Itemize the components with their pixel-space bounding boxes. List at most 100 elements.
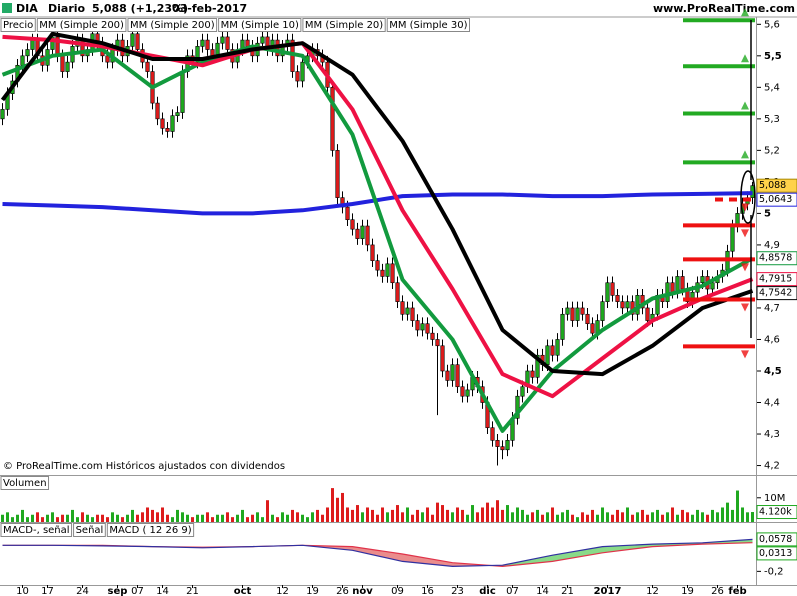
volume-bar	[421, 512, 424, 522]
x-tick-label: 12	[276, 586, 289, 596]
volume-bar	[61, 514, 64, 522]
annotation	[740, 20, 756, 338]
icon	[2, 3, 12, 13]
x-tick-label: oct	[234, 586, 252, 596]
volume-bar	[106, 517, 109, 522]
volume-bar	[56, 517, 59, 522]
volume-bar	[206, 512, 209, 522]
volume-bar	[321, 514, 324, 522]
volume-bar	[146, 507, 149, 522]
volume-bar	[501, 509, 504, 522]
legend-label: MM (Simple 10)	[221, 20, 299, 31]
volume-bar	[631, 514, 634, 522]
volume-bar	[511, 512, 514, 522]
x-tick-label: 21	[561, 586, 574, 596]
volume-bar	[606, 512, 609, 522]
footer: © ProRealTime.com Históricos ajustados c…	[3, 460, 285, 472]
volume-bar	[451, 512, 454, 522]
volume-bar	[371, 509, 374, 522]
volume-bar	[266, 500, 269, 522]
volume-bar	[256, 512, 259, 522]
volume-bar	[691, 514, 694, 522]
volume-bar	[586, 514, 589, 522]
candle-body	[135, 33, 140, 50]
volume-bar	[41, 517, 44, 522]
value-box	[756, 272, 797, 287]
volume-bar	[681, 509, 684, 522]
candle-body	[200, 39, 205, 47]
candle-body	[730, 225, 735, 252]
volume-bar	[241, 509, 244, 522]
candle-body	[395, 282, 400, 302]
level-arrow	[741, 54, 749, 63]
volume-bar	[746, 512, 749, 522]
candle-body	[455, 364, 460, 388]
moving-average	[0, 32, 754, 377]
volume-bar	[751, 512, 754, 522]
candle-body	[575, 307, 580, 321]
volume-bar	[331, 488, 334, 522]
legend-label: MM (Simple 200)	[39, 20, 124, 31]
volume-bar	[91, 517, 94, 522]
x-tick-label: 19	[306, 586, 319, 596]
volume-bar	[386, 512, 389, 522]
x-tick-label: 26	[336, 586, 349, 596]
macd-fill	[352, 546, 403, 562]
candle-body	[400, 301, 405, 315]
candle-body	[170, 115, 175, 132]
volume-bar	[426, 507, 429, 522]
volume-bar	[481, 507, 484, 522]
volume-bar	[591, 509, 594, 522]
volume-bar	[701, 512, 704, 522]
macd-fill	[402, 554, 453, 567]
volume-bar	[656, 509, 659, 522]
candle-body	[680, 276, 685, 290]
volume-bar	[291, 509, 294, 522]
y-tick-label: 4,5	[764, 366, 782, 377]
volume-bar	[526, 514, 529, 522]
candle-body	[450, 364, 455, 381]
volume-bar	[46, 514, 49, 522]
volume-bar	[561, 512, 564, 522]
candle-body	[500, 446, 505, 451]
volume-bar	[1, 514, 4, 522]
volume-bar	[376, 514, 379, 522]
volume-bar	[126, 514, 129, 522]
candle-body	[25, 49, 30, 57]
candle-body	[60, 55, 65, 72]
value-label: 0,0313	[759, 548, 792, 559]
candle-body	[620, 301, 625, 309]
volume-bar	[36, 512, 39, 522]
volume-bar	[201, 514, 204, 522]
legend-box	[386, 18, 470, 32]
moving-average	[2, 191, 753, 216]
highlight	[740, 170, 756, 224]
candle-body	[375, 260, 380, 271]
candle-body	[520, 386, 525, 397]
volume-bar	[566, 509, 569, 522]
volume-bar	[446, 509, 449, 522]
volume-bar	[571, 514, 574, 522]
volume-bar	[366, 507, 369, 522]
level-arrow	[741, 303, 749, 312]
volume-bar	[396, 505, 399, 522]
value-label: 5,088	[759, 180, 786, 191]
volume-bar	[506, 505, 509, 522]
volume-bar	[326, 507, 329, 522]
y-tick-label: 4,9	[764, 240, 780, 251]
volume-bar	[596, 514, 599, 522]
volume-bar	[316, 509, 319, 522]
volume-bar	[31, 514, 34, 522]
legend-box	[127, 18, 218, 32]
candle-body	[535, 354, 540, 378]
candle-body	[625, 301, 630, 309]
period: Diario	[48, 2, 86, 15]
volume-bar	[151, 509, 154, 522]
value-box	[756, 505, 797, 520]
candle-body	[355, 228, 360, 239]
volume-bar	[261, 517, 264, 522]
candle-body	[600, 301, 605, 321]
volume-bar	[116, 514, 119, 522]
volume-bar	[536, 509, 539, 522]
x-tick-label: nov	[352, 586, 373, 596]
